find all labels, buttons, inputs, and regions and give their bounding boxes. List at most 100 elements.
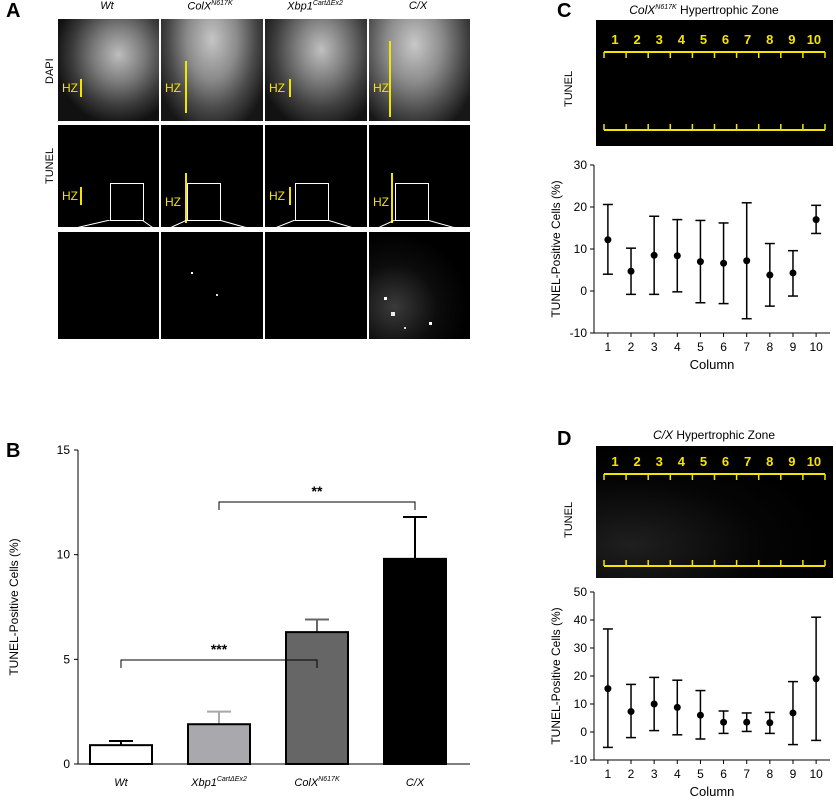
dapi-image-xbp1: HZ [265,19,367,121]
column-number: 6 [722,454,729,469]
hz-label: HZ [62,189,78,203]
bar-wt [89,744,153,766]
column-title-colx: ColXN617K [160,0,260,13]
y-tick-label: 10 [574,697,588,711]
x-tick-label: 4 [674,767,681,781]
dapi-image-wt: HZ [58,19,159,121]
zoom-box [395,183,429,221]
column-title-xbp1: Xbp1CartΔEx2 [265,0,365,13]
data-point-5 [696,711,704,719]
panel-c-row-label: TUNEL [563,70,575,107]
panel-d-image: 1 2 3 4 5 6 7 8 9 10 [596,446,833,578]
x-tick-label: ColXN617K [294,776,340,789]
hz-label: HZ [165,81,181,95]
x-tick-label: 8 [766,340,773,354]
column-number: 9 [788,32,795,47]
column-number: 2 [634,454,641,469]
panel-c-title-main: ColX [629,3,656,17]
x-tick-label: 3 [651,340,658,354]
y-tick-label: 30 [574,641,588,655]
panel-d-row-label: TUNEL [563,501,575,538]
hz-label: HZ [373,195,389,209]
hz-bar [185,61,187,113]
column-number: 1 [611,32,618,47]
dapi-image-colx: HZ [161,19,263,121]
row-label-tunel: TUNEL [44,147,56,184]
column-title-cx: C/X [368,0,468,12]
data-point-10 [812,675,820,683]
data-point-2 [627,267,635,275]
data-point-5 [696,258,704,266]
tunel-image-cx: HZ [369,125,470,227]
chart-b: 0 5 10 15 TUNEL-Positive Cells (%) Wt Xbp1Cart… [7,443,470,789]
hz-bar [391,173,393,223]
column-number: 7 [744,32,751,47]
x-tick-label: 3 [651,767,658,781]
x-tick-label: 9 [790,767,797,781]
x-axis-title: Column [690,357,735,372]
data-point-4 [673,703,681,711]
data-point-9 [789,709,797,717]
tunel-image-xbp1: HZ [265,125,367,227]
data-point-8 [766,719,774,727]
x-tick-label: 8 [766,767,773,781]
x-tick-label: 6 [720,767,727,781]
column-number: 9 [788,454,795,469]
tunel-dot [429,322,432,325]
panel-d-column-guides: 1 2 3 4 5 6 7 8 9 10 [603,454,826,567]
hz-label: HZ [269,189,285,203]
column-number: 6 [722,32,729,47]
data-point-10 [812,216,820,224]
hz-label: HZ [62,81,78,95]
tunel-dot [404,327,406,329]
x-tick-label: 9 [790,340,797,354]
y-tick-label: 30 [574,158,588,172]
x-tick-label: 5 [697,767,704,781]
zoom-box [110,183,144,221]
y-tick-label: 20 [574,669,588,683]
panel-c-title-sup: N617K [655,4,677,11]
chart-c: -10 0 10 20 30 1 2 3 4 5 6 7 8 9 10 Column TUNEL-Positiv… [549,158,830,372]
data-point-7 [743,257,751,265]
hz-bar [389,41,391,117]
data-point-1 [604,236,612,244]
panel-d-title: C/X Hypertrophic Zone [596,428,832,442]
y-tick-label: 5 [63,652,70,666]
tunel-dot [384,297,387,300]
column-number: 10 [807,32,821,47]
significance-bracket [120,659,318,668]
data-point-4 [673,252,681,260]
panel-d-title-main: C/X [652,428,673,442]
column-number: 3 [656,32,663,47]
panel-c-title: ColXN617K Hypertrophic Zone [580,3,828,17]
hz-bar [289,187,291,205]
panel-b-label: B [6,440,21,462]
x-tick-label: 7 [743,340,750,354]
zoom-image-xbp1 [265,232,367,339]
y-axis-title: TUNEL-Positive Cells (%) [549,180,563,317]
column-title-xbp1-sup: CartΔEx2 [312,0,343,7]
tunel-image-wt: HZ [58,125,159,227]
y-tick-label: 0 [580,284,587,298]
row-label-dapi: DAPI [44,58,56,84]
zoom-connectors [58,220,470,233]
panel-c-column-guides: 1 2 3 4 5 6 7 8 9 10 [603,32,826,131]
hz-bar [185,173,187,223]
tunel-dot [391,312,395,316]
x-axis-title: Column [690,784,735,799]
column-number: 8 [766,32,773,47]
x-tick-label: 4 [674,340,681,354]
column-number: 8 [766,454,773,469]
data-point-6 [720,718,728,726]
y-tick-label: -10 [570,326,588,340]
dapi-image-cx: HZ [369,19,470,121]
column-title-xbp1-text: Xbp1 [287,0,313,13]
x-tick-label: C/X [406,777,425,789]
hz-bar [289,79,291,97]
panel-c-label: C [557,0,572,22]
x-tick-label: 6 [720,340,727,354]
zoom-box [295,183,329,221]
column-number: 4 [678,32,686,47]
x-tick-label: Xbp1CartΔEx2 [190,776,247,789]
hz-label: HZ [165,195,181,209]
